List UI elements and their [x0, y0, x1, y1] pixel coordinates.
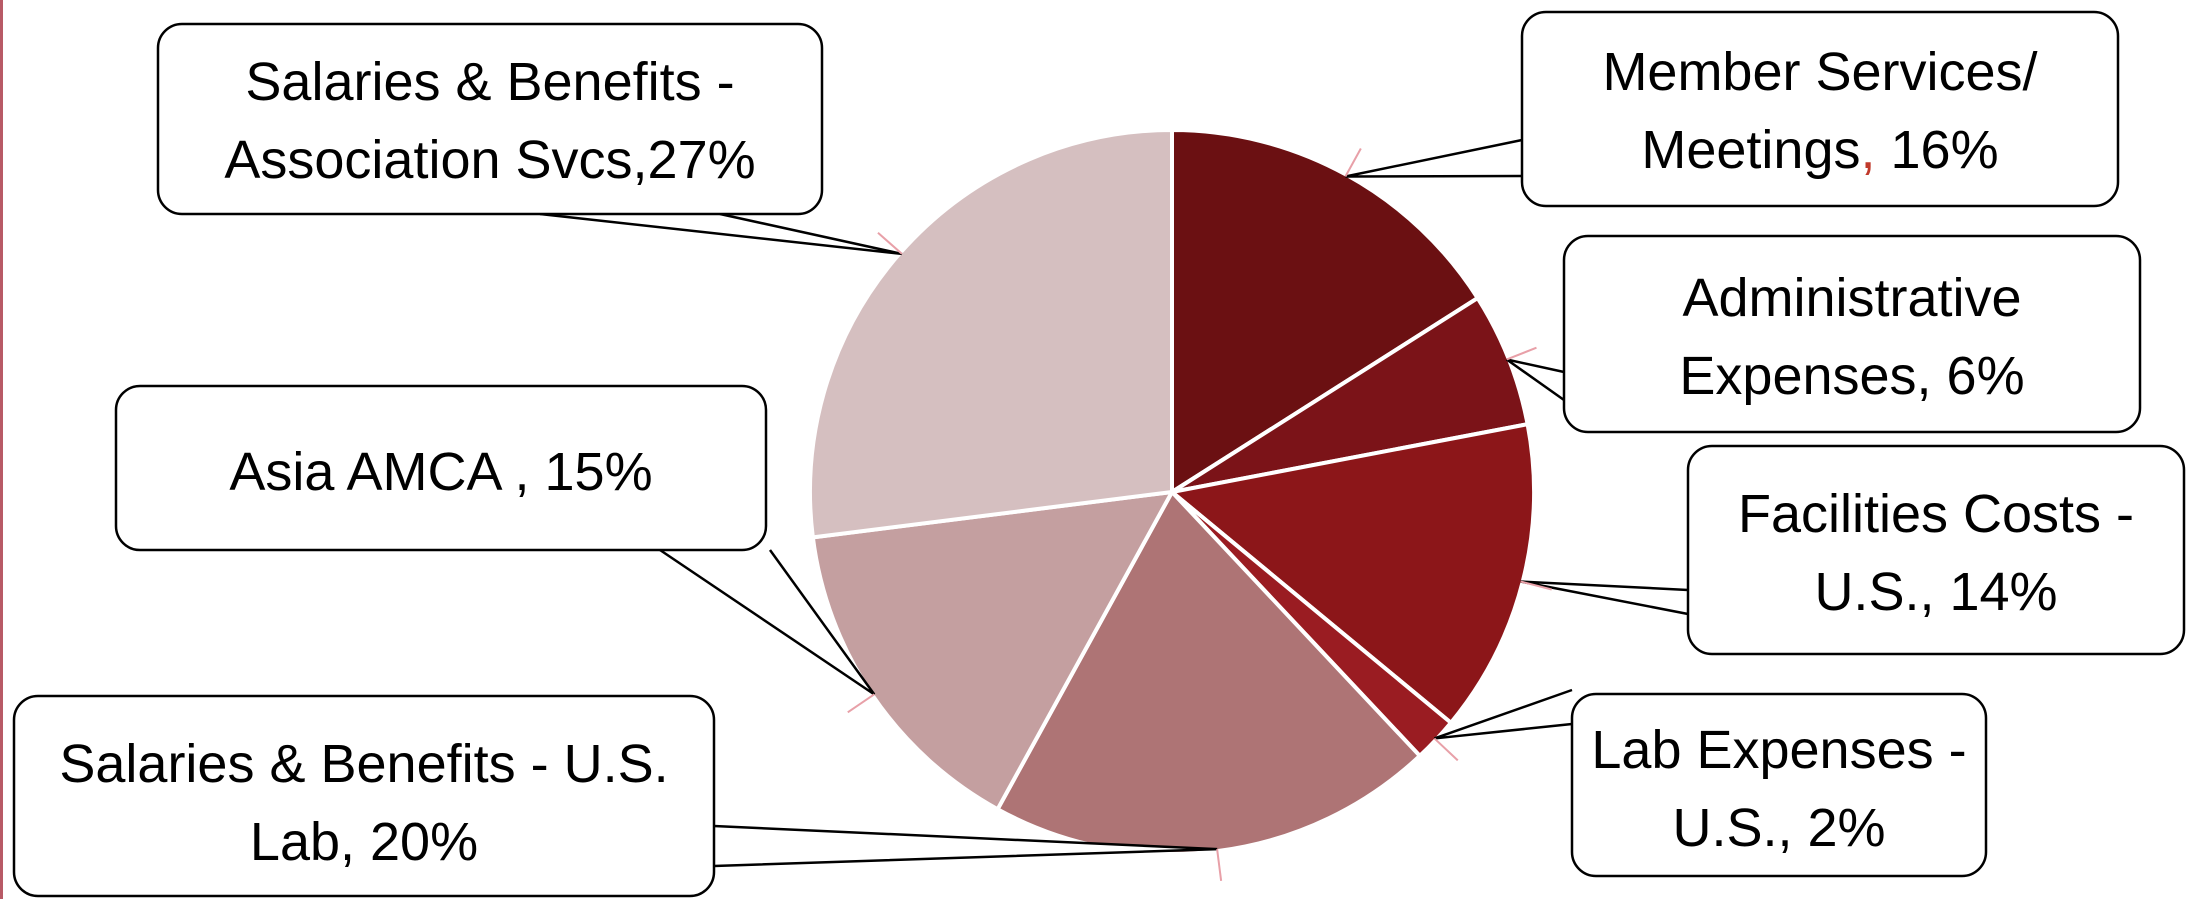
slice-label-line2: U.S., 2%	[1672, 798, 1885, 858]
callout-box	[1686, 444, 2186, 656]
leader-lines	[539, 138, 1689, 882]
callout-pointer	[1520, 580, 1689, 616]
label-separator: ,	[1861, 120, 1876, 180]
callout-box	[1520, 10, 2120, 208]
leader-line	[877, 232, 903, 255]
leader-line	[1433, 737, 1459, 762]
leader-line	[1506, 346, 1537, 361]
pie-slices	[808, 127, 1536, 856]
slice-label-line2: Association Svcs,27%	[224, 130, 755, 190]
callout-box	[1570, 692, 1988, 878]
slice-label-line1: Member Services/	[1602, 42, 2037, 102]
left-edge-line	[0, 0, 3, 899]
leader-line	[1520, 580, 1552, 591]
slice-label-line2: Lab, 20%	[250, 812, 478, 872]
slice-label-line1: Administrative	[1682, 268, 2021, 328]
callout-lab-expenses: Lab Expenses - U.S., 2%	[1570, 692, 1988, 878]
slice-label-line1: Facilities Costs -	[1738, 484, 2134, 544]
leader-line	[1216, 849, 1223, 882]
callout-facilities: Facilities Costs - U.S., 14%	[1686, 444, 2186, 656]
slice-label-line2: Expenses, 6%	[1679, 346, 2024, 406]
callout-asia-amca: Asia AMCA , 15%	[114, 384, 768, 552]
callout-pointer	[539, 212, 903, 256]
callout-box	[114, 384, 768, 552]
slice-label-line1: Salaries & Benefits - U.S.	[59, 734, 668, 794]
slice-label-line2: U.S., 14%	[1814, 562, 2057, 622]
callout-box	[12, 694, 716, 898]
callout-salaries-us-lab: Salaries & Benefits - U.S. Lab, 20%	[12, 694, 716, 898]
callout-box	[156, 22, 824, 216]
callout-box	[1562, 234, 2142, 434]
pie-slice	[808, 127, 1174, 540]
slice-label-line1: Lab Expenses -	[1591, 720, 1966, 780]
callout-administrative: Administrative Expenses, 6%	[1562, 234, 2142, 434]
leader-line	[1344, 148, 1362, 178]
callout-member-services: Member Services/ Meetings, 16%	[1520, 10, 2120, 208]
slice-label-line2: Meetings, 16%	[1641, 120, 1998, 180]
callout-salaries-association: Salaries & Benefits - Association Svcs,2…	[156, 22, 824, 216]
callout-pointer	[1345, 138, 1523, 178]
leader-line	[847, 693, 875, 714]
slice-label-line1: Salaries & Benefits -	[245, 52, 734, 112]
slice-label-line1: Asia AMCA , 15%	[229, 442, 652, 502]
